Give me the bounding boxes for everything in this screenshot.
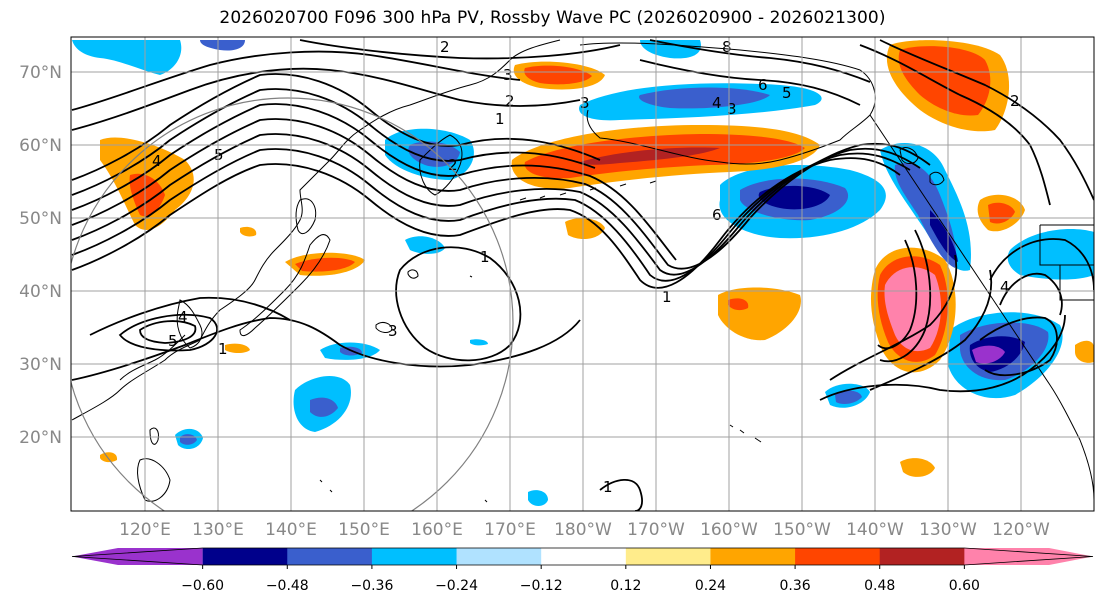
contour-label: 1 — [495, 110, 505, 128]
latitude-label: 60°N — [19, 136, 62, 156]
contour-label: 5 — [214, 146, 224, 164]
contour-label: 4 — [152, 152, 162, 170]
colorbar-tick-label: 0.12 — [610, 578, 641, 594]
longitude-label: 120°E — [119, 520, 171, 540]
colorbar-tick-label: −0.24 — [435, 578, 478, 594]
contour-label: 4 — [1000, 278, 1010, 296]
contour-label: 3 — [503, 66, 513, 84]
contour-label: 3 — [580, 94, 590, 112]
contour-label: 3 — [727, 100, 737, 118]
latitude-label: 20°N — [19, 428, 62, 448]
colorbar-swatch — [625, 548, 711, 565]
longitude-label: 130°E — [192, 520, 244, 540]
colorbar-tick-label: 0.24 — [695, 578, 726, 594]
longitude-label: 140°E — [265, 520, 317, 540]
longitude-label: 150°E — [338, 520, 390, 540]
colorbar-tick-label: 0.48 — [864, 578, 895, 594]
colorbar-tick-label: −0.36 — [350, 578, 393, 594]
contour-label: 1 — [662, 288, 672, 306]
colorbar-swatch — [710, 548, 796, 565]
latitude-label: 40°N — [19, 282, 62, 302]
latitude-label: 70°N — [19, 63, 62, 83]
contour-label: 2 — [448, 156, 458, 174]
colorbar-swatch — [879, 548, 965, 565]
colorbar-tick-label: 0.60 — [949, 578, 980, 594]
contour-label: 4 — [178, 308, 188, 326]
longitude-label: 180°W — [554, 520, 612, 540]
colorbar-swatch — [72, 548, 203, 565]
colorbar-tick-label: −0.12 — [520, 578, 563, 594]
colorbar-tick-label: 0.36 — [780, 578, 811, 594]
colorbar: −0.60 −0.48 −0.36 −0.24 −0.12 0.12 0.24 0.36 0.4… — [71, 547, 1094, 594]
longitude-label: 150°W — [773, 520, 831, 540]
longitude-labels: 120°E 130°E 140°E 150°E 160°E 170°E 180°W 170°W… — [119, 520, 1050, 540]
colorbar-swatch — [541, 548, 627, 565]
contour-label: 1 — [603, 478, 613, 496]
contour-label: 8 — [722, 38, 732, 56]
contour-label: 3 — [388, 322, 398, 340]
map-frame — [70, 36, 1095, 512]
colorbar-swatch — [964, 548, 1093, 565]
latitude-label: 30°N — [19, 355, 62, 375]
latitude-labels: 70°N 60°N 50°N 40°N 30°N 20°N — [19, 63, 62, 448]
latitude-label: 50°N — [19, 209, 62, 229]
colorbar-tick-label: −0.60 — [181, 578, 224, 594]
contour-label: 6 — [712, 206, 722, 224]
contour-label: 5 — [782, 84, 792, 102]
colorbar-swatch — [456, 548, 542, 565]
longitude-label: 160°E — [411, 520, 463, 540]
longitude-label: 170°E — [484, 520, 536, 540]
gridlines — [71, 37, 1094, 511]
contour-label: 2 — [1010, 92, 1020, 110]
colorbar-swatch — [287, 548, 373, 565]
map-title: 2026020700 F096 300 hPa PV, Rossby Wave … — [219, 8, 886, 28]
longitude-label: 160°W — [700, 520, 758, 540]
contour-label: 2 — [440, 38, 450, 56]
colorbar-swatch — [371, 548, 458, 565]
colorbar-swatch — [795, 548, 881, 565]
colorbar-swatch — [202, 548, 288, 565]
contour-label: 1 — [480, 248, 490, 266]
contour-label: 4 — [712, 94, 722, 112]
contour-label: 1 — [218, 340, 228, 358]
pv-anomaly-shading — [72, 40, 1094, 506]
longitude-label: 120°W — [992, 520, 1050, 540]
longitude-label: 130°W — [919, 520, 977, 540]
longitude-label: 170°W — [627, 520, 685, 540]
colorbar-tick-label: −0.48 — [266, 578, 309, 594]
contour-label: 5 — [168, 332, 178, 350]
range-circle — [71, 97, 514, 511]
contour-label: 6 — [758, 76, 768, 94]
longitude-label: 140°W — [846, 520, 904, 540]
